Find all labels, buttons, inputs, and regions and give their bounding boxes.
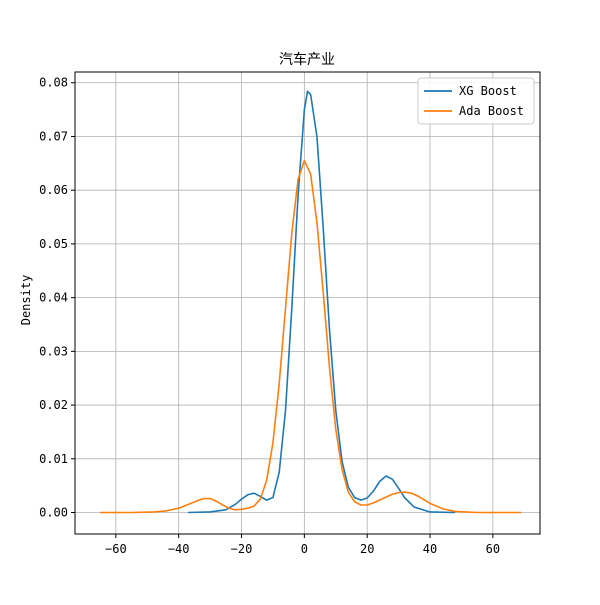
x-tick-label: 0 (301, 542, 308, 556)
y-tick-label: 0.04 (39, 291, 68, 305)
legend-label: Ada Boost (459, 104, 524, 118)
series-line-xg-boost (188, 90, 456, 514)
y-tick-label: 0.01 (39, 452, 68, 466)
y-tick-label: 0.00 (39, 506, 68, 520)
plot-frame (74, 71, 541, 535)
x-tick-label: 60 (486, 542, 500, 556)
series-lines (100, 90, 522, 514)
series-line-ada-boost (100, 159, 522, 514)
y-axis-label: Density (19, 275, 33, 326)
y-tick-label: 0.06 (39, 183, 68, 197)
legend-box (417, 77, 535, 125)
grid-lines (75, 72, 540, 534)
x-tick-label: 40 (423, 542, 437, 556)
legend: XG Boost Ada Boost (417, 77, 535, 125)
y-tick-label: 0.07 (39, 129, 68, 143)
y-tick-label: 0.03 (39, 344, 68, 358)
chart-title: 汽车产业 (279, 51, 335, 68)
axis-ticks: −60 −40 −20 0 20 40 60 0.00 0.01 0.02 0.03 0.04 0.05… (39, 76, 500, 556)
x-tick-label: −20 (231, 542, 253, 556)
x-tick-label: −40 (168, 542, 190, 556)
y-tick-label: 0.05 (39, 237, 68, 251)
y-tick-label: 0.02 (39, 398, 68, 412)
legend-label: XG Boost (459, 84, 517, 98)
y-tick-label: 0.08 (39, 76, 68, 90)
x-tick-label: −60 (105, 542, 127, 556)
x-tick-label: 20 (360, 542, 374, 556)
